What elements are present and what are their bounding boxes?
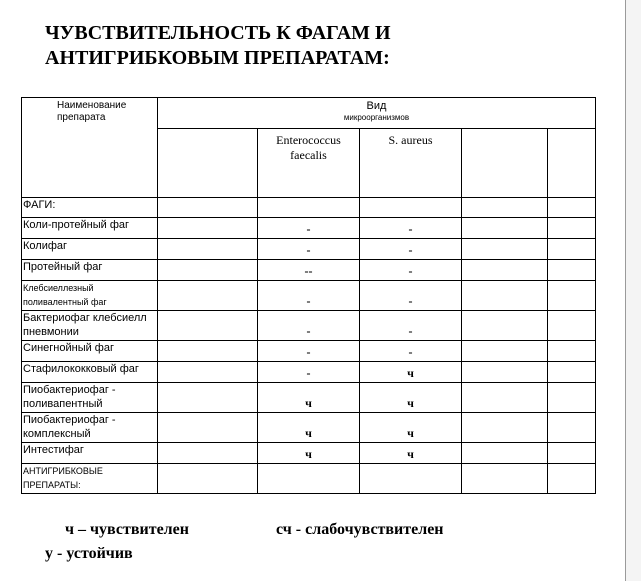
sensitivity-value: -: [257, 238, 360, 260]
sensitivity-value: -: [257, 280, 360, 311]
drug-name: Синегнойный фаг: [21, 340, 158, 362]
sensitivity-value: [157, 463, 258, 494]
sensitivity-value: [547, 463, 596, 494]
sensitivity-value: --: [257, 259, 360, 281]
sensitivity-value: -: [359, 217, 462, 239]
sensitivity-value: [157, 361, 258, 383]
sensitivity-value: ч: [257, 442, 360, 464]
drug-name: Коли-протейный фаг: [21, 217, 158, 239]
page-edge: [625, 0, 626, 581]
legend-sensitive: ч – чувствителен: [65, 521, 189, 538]
sensitivity-value: [157, 217, 258, 239]
document-title: ЧУВСТВИТЕЛЬНОСТЬ К ФАГАМ И АНТИГРИБКОВЫМ…: [45, 22, 391, 69]
sensitivity-value: [461, 280, 548, 311]
sensitivity-value: [157, 412, 258, 443]
table-row: Колифаг - -: [21, 238, 596, 260]
sensitivity-value: [547, 442, 596, 464]
sensitivity-value: -: [359, 310, 462, 341]
sensitivity-value: ч: [257, 382, 360, 413]
drug-name: Колифаг: [21, 238, 158, 260]
sensitivity-value: [461, 361, 548, 383]
sensitivity-value: -: [257, 310, 360, 341]
sensitivity-value: [359, 463, 462, 494]
sensitivity-value: -: [257, 361, 360, 383]
sensitivity-value: [461, 310, 548, 341]
sensitivity-value: [547, 280, 596, 311]
sensitivity-value: [461, 259, 548, 281]
sensitivity-value: [157, 442, 258, 464]
sensitivity-value: [547, 238, 596, 260]
sensitivity-value: -: [359, 238, 462, 260]
sensitivity-value: [547, 310, 596, 341]
sensitivity-value: [547, 361, 596, 383]
sensitivity-table: Наименование препарата Вид микроорганизмо…: [21, 97, 596, 494]
drug-name: Пиобактериофаг - комплексный: [21, 412, 158, 443]
legend-resistant: у - устойчив: [45, 545, 133, 562]
header-organism-kind: Вид микроорганизмов: [157, 97, 596, 129]
table-row: Коли-протейный фаг - -: [21, 217, 596, 239]
sensitivity-value: ч: [359, 412, 462, 443]
table-row: Синегнойный фаг - -: [21, 340, 596, 362]
table-row: Пиобактериофаг - поливапентный ч ч: [21, 382, 596, 413]
organism-header: [461, 128, 548, 198]
organism-header: S. aureus: [359, 128, 462, 198]
sensitivity-value: [547, 217, 596, 239]
drug-name: АНТИГРИБКОВЫЕ ПРЕПАРАТЫ:: [21, 463, 158, 494]
sensitivity-value: [547, 259, 596, 281]
sensitivity-value: -: [257, 217, 360, 239]
sensitivity-value: [157, 197, 258, 218]
sensitivity-value: [157, 382, 258, 413]
header-drug-name: Наименование препарата: [21, 97, 158, 198]
sensitivity-value: [157, 280, 258, 311]
organism-header: [547, 128, 596, 198]
sensitivity-value: [547, 340, 596, 362]
table-row: ФАГИ:: [21, 197, 596, 218]
page-margin: [626, 0, 641, 581]
drug-name: Бактериофаг клебсиелл пневмонии: [21, 310, 158, 341]
sensitivity-value: [359, 197, 462, 218]
table-row: Стафилококковый фаг - ч: [21, 361, 596, 383]
drug-name: Протейный фаг: [21, 259, 158, 281]
sensitivity-value: -: [359, 340, 462, 362]
table-row: АНТИГРИБКОВЫЕ ПРЕПАРАТЫ:: [21, 463, 596, 494]
sensitivity-value: -: [359, 280, 462, 311]
sensitivity-value: ч: [359, 382, 462, 413]
table-row: Пиобактериофаг - комплексный ч ч: [21, 412, 596, 443]
drug-name: Интестифаг: [21, 442, 158, 464]
sensitivity-value: ч: [257, 412, 360, 443]
sensitivity-value: [461, 217, 548, 239]
drug-name: ФАГИ:: [21, 197, 158, 218]
sensitivity-value: ч: [359, 442, 462, 464]
sensitivity-value: [257, 463, 360, 494]
sensitivity-value: [461, 340, 548, 362]
sensitivity-value: [547, 382, 596, 413]
sensitivity-value: [461, 197, 548, 218]
table-row: Протейный фаг -- -: [21, 259, 596, 281]
sensitivity-value: [461, 238, 548, 260]
sensitivity-value: -: [257, 340, 360, 362]
sensitivity-value: [461, 382, 548, 413]
sensitivity-value: [461, 442, 548, 464]
sensitivity-value: [547, 412, 596, 443]
sensitivity-value: [157, 310, 258, 341]
drug-name: Пиобактериофаг - поливапентный: [21, 382, 158, 413]
drug-name: Клебсиеллезный поливалентный фаг: [21, 280, 158, 311]
organism-header: Enterococcus faecalis: [257, 128, 360, 198]
sensitivity-value: ч: [359, 361, 462, 383]
sensitivity-value: [157, 340, 258, 362]
sensitivity-value: [157, 259, 258, 281]
drug-name: Стафилококковый фаг: [21, 361, 158, 383]
sensitivity-value: [157, 238, 258, 260]
sensitivity-value: [547, 197, 596, 218]
table-row: Бактериофаг клебсиелл пневмонии - -: [21, 310, 596, 341]
sensitivity-value: -: [359, 259, 462, 281]
organism-header: [157, 128, 258, 198]
sensitivity-value: [257, 197, 360, 218]
table-row: Интестифаг ч ч: [21, 442, 596, 464]
sensitivity-value: [461, 463, 548, 494]
table-row: Клебсиеллезный поливалентный фаг - -: [21, 280, 596, 311]
legend-weak: сч - слабочувствителен: [276, 521, 444, 538]
sensitivity-value: [461, 412, 548, 443]
